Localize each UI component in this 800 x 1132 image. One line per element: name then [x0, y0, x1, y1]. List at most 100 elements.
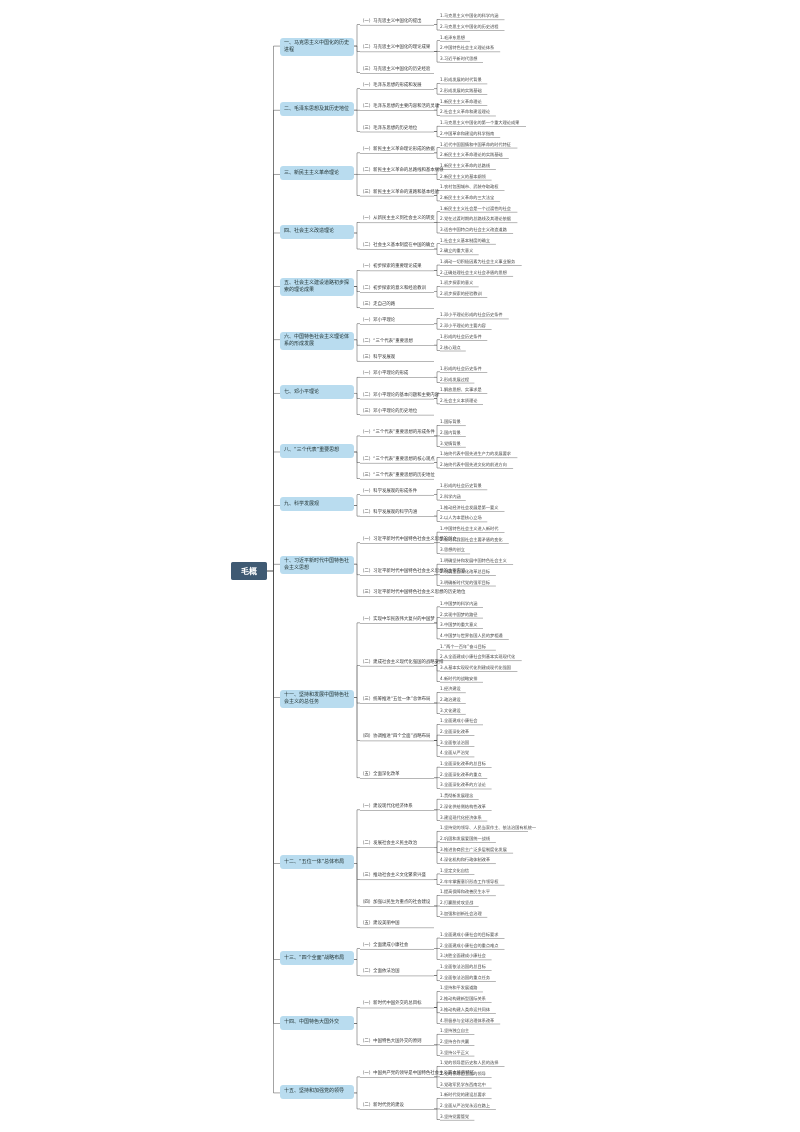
detail-node[interactable]: 3.习近平新时代思想 [440, 56, 478, 62]
detail-node[interactable]: 1.始终代表中国先进生产力的发展要求 [440, 451, 511, 457]
detail-node[interactable]: 2.深化供给侧结构性改革 [440, 803, 486, 809]
detail-node[interactable]: 2.马克思主义中国化的历史进程 [440, 24, 499, 30]
detail-node[interactable]: 2.实现中国梦的路径 [440, 611, 478, 617]
subtopic-node[interactable]: （二）“三个代表”重要思想的核心观点 [360, 456, 435, 462]
subtopic-node[interactable]: （三）“三个代表”重要思想的历史地位 [360, 472, 435, 478]
subtopic-node[interactable]: （三）科学发展观 [360, 355, 396, 361]
detail-node[interactable]: 1.调动一切积极因素为社会主义事业服务 [440, 259, 516, 265]
subtopic-node[interactable]: （五）全面深化改革 [360, 771, 400, 777]
detail-node[interactable]: 1.党的领导是历史和人民的选择 [440, 1060, 499, 1066]
detail-node[interactable]: 4.新时代的战略安排 [440, 675, 478, 681]
detail-node[interactable]: 2.以人为本是核心立场 [440, 515, 482, 521]
topic-node[interactable]: 三、新民主主义革命理论 [280, 166, 354, 181]
detail-node[interactable]: 2.新时代我国社会主要矛盾的变化 [440, 536, 503, 542]
detail-node[interactable]: 2.巩固和发展爱国统一战线 [440, 835, 491, 841]
detail-node[interactable]: 2.新民主主义革命理论的实践基础 [440, 152, 503, 158]
detail-node[interactable]: 2.形成发展过程 [440, 376, 470, 382]
detail-node[interactable]: 3.从基本实现现代化到建成现代化强国 [440, 664, 511, 670]
detail-node[interactable]: 3.加强和创新社会治理 [440, 910, 482, 916]
detail-node[interactable]: 2.核心观点 [440, 344, 461, 350]
detail-node[interactable]: 1.贯彻新发展理念 [440, 793, 474, 799]
subtopic-node[interactable]: （一）建设现代化经济体系 [360, 803, 413, 809]
subtopic-node[interactable]: （一）新时代中国外交的总目标 [360, 1001, 422, 1007]
subtopic-node[interactable]: （三）习近平新时代中国特色社会主义思想的历史地位 [360, 590, 466, 596]
detail-node[interactable]: 3.中国梦的重大意义 [440, 622, 478, 628]
detail-node[interactable]: 2.全面深化改革 [440, 729, 470, 735]
subtopic-node[interactable]: （五）建设美丽中国 [360, 921, 400, 927]
topic-node[interactable]: 二、毛泽东思想及其历史地位 [280, 102, 354, 117]
detail-node[interactable]: 1.全面建成小康社会的目标要求 [440, 932, 499, 938]
detail-node[interactable]: 2.全面从严治党永远在路上 [440, 1102, 491, 1108]
topic-node[interactable]: 十二、“五位一体”总体布局 [280, 855, 354, 870]
subtopic-node[interactable]: （二）邓小平理论的基本问题和主要内容 [360, 392, 440, 398]
subtopic-node[interactable]: （一）习近平新时代中国特色社会主义思想的创立 [360, 536, 457, 542]
detail-node[interactable]: 3.思想的创立 [440, 547, 465, 553]
subtopic-node[interactable]: （三）走自己的路 [360, 301, 396, 307]
detail-node[interactable]: 2.初步探索的经验教训 [440, 291, 482, 297]
detail-node[interactable]: 1.全面深化改革的总目标 [440, 761, 486, 767]
detail-node[interactable]: 1.形成的社会历史条件 [440, 365, 482, 371]
topic-node[interactable]: 七、邓小平理论 [280, 385, 354, 400]
detail-node[interactable]: 1.新民主主义革命的总路线 [440, 162, 491, 168]
detail-node[interactable]: 1.中国特色社会主义进入新时代 [440, 526, 499, 532]
detail-node[interactable]: 2.党在过渡时期的总路线及其理论依据 [440, 216, 511, 222]
detail-node[interactable]: 1.初步探索的意义 [440, 280, 474, 286]
detail-node[interactable]: 2.社会主义本质理论 [440, 397, 478, 403]
topic-node[interactable]: 五、社会主义建设道路初步探索的理论成果 [280, 278, 354, 297]
subtopic-node[interactable]: （二）社会主义基本制度在中国的确立 [360, 243, 435, 249]
detail-node[interactable]: 3.决胜全面建成小康社会 [440, 953, 486, 959]
subtopic-node[interactable]: （一）新民主主义革命理论形成的依据 [360, 146, 435, 152]
detail-node[interactable]: 1.邓小平理论形成的社会历史条件 [440, 312, 503, 318]
detail-node[interactable]: 2.新民主主义的基本纲领 [440, 173, 486, 179]
subtopic-node[interactable]: （二）中国特色大国外交的原则 [360, 1038, 422, 1044]
topic-node[interactable]: 六、中国特色社会主义理论体系的形成发展 [280, 331, 354, 350]
detail-node[interactable]: 1.坚定文化自信 [440, 867, 470, 873]
detail-node[interactable]: 3.坚持公平正义 [440, 1049, 470, 1055]
subtopic-node[interactable]: （一）从新民主主义到社会主义的转变 [360, 216, 435, 222]
detail-node[interactable]: 4.中国梦与世界各国人民的梦相通 [440, 632, 503, 638]
subtopic-node[interactable]: （一）邓小平理论的形成 [360, 371, 409, 377]
detail-node[interactable]: 3.全面依法治国 [440, 739, 470, 745]
detail-node[interactable]: 3.建设现代化经济体系 [440, 814, 482, 820]
subtopic-node[interactable]: （二）初步探索的意义和经验教训 [360, 285, 426, 291]
detail-node[interactable]: 1.中国梦的科学内涵 [440, 600, 478, 606]
topic-node[interactable]: 九、科学发展观 [280, 497, 354, 512]
detail-node[interactable]: 2.牢牢掌握意识形态工作领导权 [440, 878, 499, 884]
subtopic-node[interactable]: （二）习近平新时代中国特色社会主义思想的主要内容 [360, 568, 466, 574]
detail-node[interactable]: 2.中国特色社会主义理论体系 [440, 45, 495, 51]
detail-node[interactable]: 3.适合中国特点的社会主义改造道路 [440, 226, 507, 232]
detail-node[interactable]: 1.新民主主义革命理论 [440, 98, 482, 104]
subtopic-node[interactable]: （二）新民主主义革命的总路线和基本纲领 [360, 168, 444, 174]
detail-node[interactable]: 1.全面依法治国的总目标 [440, 964, 486, 970]
topic-node[interactable]: 一、马克思主义中国化的历史进程 [280, 38, 354, 57]
root-node[interactable]: 毛概 [231, 562, 267, 580]
detail-node[interactable]: 4.积极参与全球治理体系改革 [440, 1017, 495, 1023]
detail-node[interactable]: 2.始终代表中国先进文化的前进方向 [440, 462, 507, 467]
detail-node[interactable]: 3.全面深化改革的方法论 [440, 782, 486, 788]
detail-node[interactable]: 1.新时代党的建设总要求 [440, 1092, 486, 1098]
detail-node[interactable]: 1.全面建成小康社会 [440, 718, 478, 724]
detail-node[interactable]: 2.明确全面深化改革总目标 [440, 568, 491, 574]
detail-node[interactable]: 3.明确新时代党的强军目标 [440, 579, 491, 585]
subtopic-node[interactable]: （一）中国共产党的领导是中国特色社会主义最本质的特征 [360, 1070, 475, 1076]
detail-node[interactable]: 1.形成的社会历史条件 [440, 333, 482, 339]
detail-node[interactable]: 1.社会主义基本制度的确立 [440, 237, 491, 243]
detail-node[interactable]: 1.解放思想、实事求是 [440, 387, 482, 393]
subtopic-node[interactable]: （三）新民主主义革命的道路和基本经验 [360, 189, 440, 195]
detail-node[interactable]: 1.经济建设 [440, 686, 461, 692]
detail-node[interactable]: 1.农村包围城市、武装夺取政权 [440, 184, 499, 190]
detail-node[interactable]: 4.深化机构和行政体制改革 [440, 857, 491, 863]
detail-node[interactable]: 2.推动构建新型国际关系 [440, 996, 486, 1002]
subtopic-node[interactable]: （三）毛泽东思想的历史地位 [360, 125, 418, 131]
detail-node[interactable]: 2.中国革命和建设的科学指南 [440, 130, 495, 136]
detail-node[interactable]: 2.党的领导是全面的领导 [440, 1070, 486, 1076]
detail-node[interactable]: 2.形成发展的实践基础 [440, 88, 482, 94]
subtopic-node[interactable]: （三）邓小平理论的历史地位 [360, 408, 418, 414]
subtopic-node[interactable]: （二）毛泽东思想的主要内容和活的灵魂 [360, 104, 440, 110]
topic-node[interactable]: 十五、坚持和加强党的领导 [280, 1084, 354, 1099]
detail-node[interactable]: 2.科学内涵 [440, 494, 461, 500]
subtopic-node[interactable]: （三）推动社会主义文化繁荣兴盛 [360, 873, 426, 879]
detail-node[interactable]: 1.国际背景 [440, 419, 461, 425]
detail-node[interactable]: 3.坚持党要管党 [440, 1113, 470, 1119]
subtopic-node[interactable]: （一）邓小平理论 [360, 317, 396, 323]
